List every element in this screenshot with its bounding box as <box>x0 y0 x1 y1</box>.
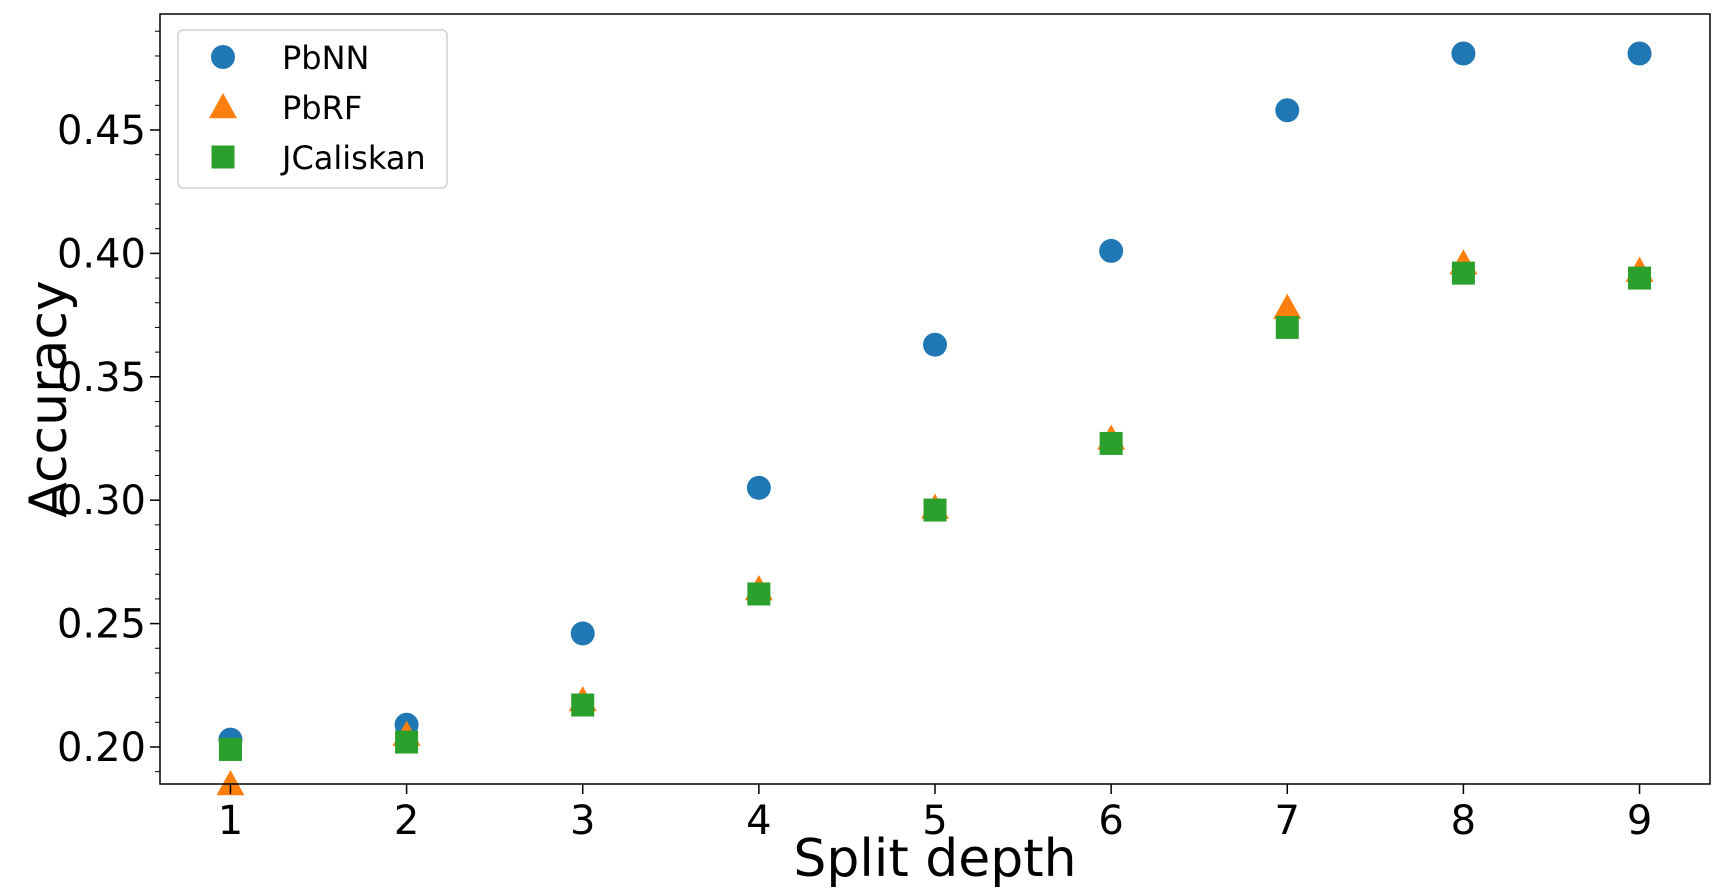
y-tick-label: 0.40 <box>57 231 146 277</box>
x-tick-label: 8 <box>1451 798 1476 844</box>
data-point-pbrf <box>1273 293 1302 319</box>
x-tick-label: 1 <box>218 798 243 844</box>
y-axis-label: Accuracy <box>19 280 79 517</box>
legend-label-pbnn: PbNN <box>282 39 369 77</box>
data-point-jcaliskan <box>1628 266 1652 290</box>
data-point-jcaliskan <box>923 498 947 522</box>
y-tick-label: 0.25 <box>57 602 146 648</box>
series-jcaliskan <box>218 261 1652 761</box>
chart-axes: 1 2 3 4 5 6 7 8 9 0.20 0.25 0.30 0.35 0.40 0.45 <box>57 30 1652 844</box>
x-tick-label: 7 <box>1275 798 1300 844</box>
data-point-jcaliskan <box>1451 261 1475 285</box>
data-point-pbnn <box>1099 238 1124 263</box>
data-point-pbnn <box>1451 41 1476 66</box>
y-tick-label: 0.35 <box>57 355 146 401</box>
data-point-jcaliskan <box>747 582 771 606</box>
y-tick-label: 0.20 <box>57 725 146 771</box>
legend-label-jcaliskan: JCaliskan <box>280 139 426 177</box>
x-axis-label: Split depth <box>793 829 1076 889</box>
data-point-jcaliskan <box>395 730 419 754</box>
legend-marker-pbnn <box>211 45 235 69</box>
data-point-pbnn <box>1275 98 1300 123</box>
legend-marker-jcaliskan <box>211 145 235 169</box>
data-point-jcaliskan <box>218 737 242 761</box>
series-pbrf <box>216 249 1654 796</box>
x-tick-label: 9 <box>1627 798 1652 844</box>
data-point-pbnn <box>746 475 771 500</box>
x-tick-label: 5 <box>922 798 947 844</box>
x-tick-label: 4 <box>746 798 771 844</box>
data-point-jcaliskan <box>571 693 595 717</box>
data-point-pbnn <box>923 332 947 357</box>
data-point-pbrf <box>216 770 245 796</box>
data-point-pbnn <box>570 621 595 646</box>
chart-marks <box>216 41 1654 796</box>
legend-label-pbrf: PbRF <box>282 89 362 127</box>
y-tick-label: 0.30 <box>57 478 146 524</box>
data-point-jcaliskan <box>1275 315 1299 339</box>
x-tick-label: 3 <box>570 798 595 844</box>
legend-box <box>177 29 448 189</box>
y-tick-label: 0.45 <box>57 108 146 154</box>
data-point-jcaliskan <box>1099 431 1123 455</box>
legend: PbNN PbRF JCaliskan <box>177 29 448 189</box>
x-tick-label: 6 <box>1098 798 1123 844</box>
x-tick-label: 2 <box>394 798 419 844</box>
legend-marker-pbrf <box>209 93 237 119</box>
data-point-pbnn <box>1627 41 1652 66</box>
series-pbnn <box>218 41 1652 752</box>
